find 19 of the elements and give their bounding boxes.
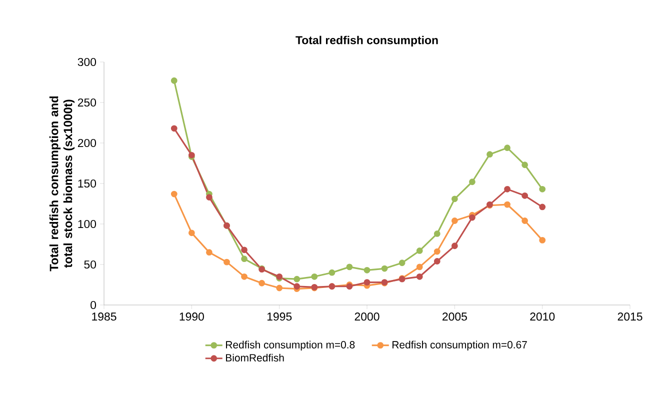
- y-tick-label: 150: [78, 179, 96, 188]
- y-tick-label: 0: [90, 300, 96, 310]
- x-tick-label: 1985: [92, 312, 116, 321]
- legend-label: Redfish consumption m=0.8: [226, 340, 355, 351]
- x-tick-label: 1990: [180, 312, 204, 321]
- y-axis-title: Total redfish consumption and total stock biomass (sx1000t): [49, 96, 75, 272]
- y-tick-label: 200: [78, 138, 96, 148]
- x-tick-label: 2005: [442, 312, 467, 321]
- legend-label: Redfish consumption m=0.67: [392, 340, 527, 351]
- x-tick-label: 2000: [354, 312, 380, 321]
- chart-title: Total redfish consumption: [296, 36, 438, 46]
- y-tick-label: 50: [84, 260, 96, 269]
- legend-label: BiomRedfish: [226, 354, 284, 362]
- x-tick-label: 1995: [267, 312, 292, 321]
- x-tick-label: 2010: [530, 312, 555, 321]
- y-tick-label: 250: [78, 98, 96, 107]
- x-tick-label: 2015: [618, 312, 642, 321]
- y-tick-label: 100: [78, 220, 96, 228]
- y-tick-label: 300: [78, 58, 96, 66]
